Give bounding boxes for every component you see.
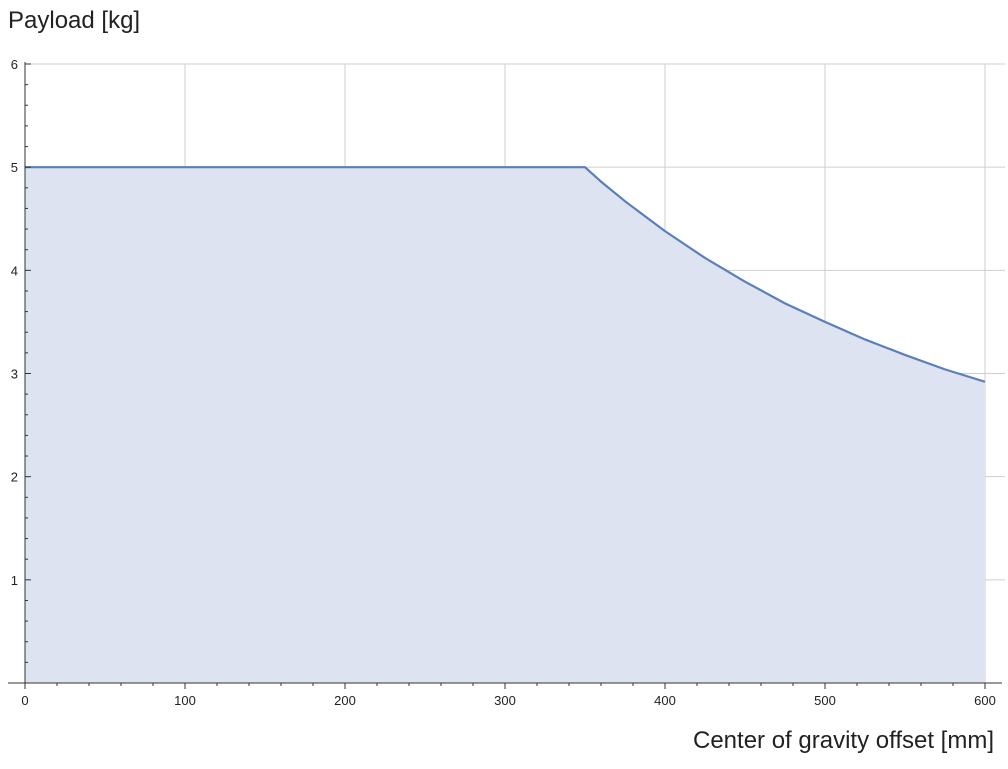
x-tick-label: 600 [974, 693, 996, 708]
payload-curve [25, 166, 986, 383]
y-tick-label: 2 [11, 470, 18, 485]
y-tick-label: 3 [11, 367, 18, 382]
x-tick-label: 100 [174, 693, 196, 708]
x-tick-label: 200 [334, 693, 356, 708]
x-tick-label: 300 [494, 693, 516, 708]
x-tick-label: 0 [21, 693, 28, 708]
y-tick-label: 5 [11, 160, 18, 175]
y-tick-label: 4 [11, 263, 18, 278]
y-tick-label: 6 [11, 57, 18, 72]
x-tick-label: 400 [654, 693, 676, 708]
x-axis-title: Center of gravity offset [mm] [693, 727, 994, 754]
payload-area-fill [25, 167, 985, 684]
x-tick-label: 500 [814, 693, 836, 708]
y-axis-title: Payload [kg] [8, 7, 140, 34]
y-tick-label: 1 [11, 573, 18, 588]
ticks: 0 100 200 300 400 500 600 1 2 3 4 5 6 [11, 57, 996, 708]
